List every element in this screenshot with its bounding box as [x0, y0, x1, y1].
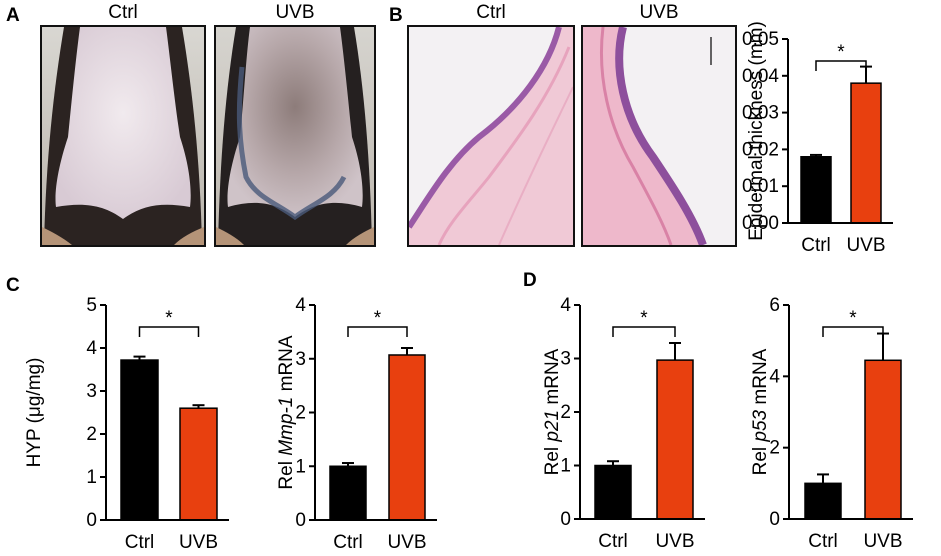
y-axis-label: Rel Mmp-1 mRNA [276, 335, 297, 489]
y-tick-label: 3 [86, 381, 97, 402]
category-label: Ctrl [125, 532, 155, 553]
significance-star: * [837, 42, 845, 63]
bar-uvb [388, 354, 426, 521]
bar-ctrl [594, 464, 632, 520]
panel-letter-b: B [389, 5, 403, 26]
significance-bracket [138, 326, 200, 337]
category-label: Ctrl [808, 531, 838, 552]
histology-image-uvb [581, 25, 737, 247]
bar-ctrl [800, 156, 832, 224]
significance-star: * [165, 308, 173, 329]
bar-ctrl [329, 465, 367, 521]
y-tick-label: 0 [560, 509, 571, 530]
bar-ctrl [120, 359, 159, 521]
bar-uvb [850, 82, 882, 224]
y-axis-label: HYP (μg/mg) [24, 358, 45, 468]
mmp1-mrna-chart: Ctrl UVB 0 1 2 3 4 Rel Mmp-1 mRNA * [276, 295, 437, 553]
y-tick-label: 5 [86, 295, 97, 316]
y-tick-label: 0.00 [742, 213, 779, 234]
y-tick-label: 2 [769, 438, 780, 459]
mouse-photo-ctrl [40, 25, 206, 247]
category-label: UVB [655, 531, 694, 552]
significance-bracket [347, 326, 408, 337]
histology-image-ctrl [407, 25, 575, 247]
y-tick-label: 0.04 [742, 66, 779, 87]
y-tick-label: 1 [295, 456, 306, 477]
photo-label-uvb: UVB [275, 2, 315, 23]
mouse-photo-uvb [214, 25, 376, 247]
significance-bracket [612, 326, 676, 337]
y-axis-label: Rel p21 mRNA [542, 348, 563, 475]
y-tick-label: 3 [295, 349, 306, 370]
significance-bracket [822, 326, 884, 337]
bar-uvb [656, 359, 694, 520]
epidermal-thickness-chart: Ctrl UVB 0.00 0.01 0.02 0.03 0.04 0.05Epidermal… [742, 21, 893, 256]
significance-star: * [374, 308, 382, 329]
y-tick-label: 0 [769, 509, 780, 530]
y-tick-label: 1 [560, 456, 571, 477]
y-tick-label: 6 [769, 295, 780, 316]
y-tick-label: 0.05 [742, 29, 779, 50]
y-tick-label: 3 [560, 349, 571, 370]
bar-uvb [179, 407, 218, 521]
category-label: Ctrl [801, 235, 831, 256]
p21-mrna-chart: Ctrl UVB 0 1 2 3 4 Rel p21 mRNA * [542, 295, 705, 552]
y-tick-label: 0 [295, 510, 306, 531]
photo-label-ctrl: Ctrl [108, 2, 138, 23]
significance-star: * [640, 308, 648, 329]
y-tick-label: 2 [560, 402, 571, 423]
y-tick-label: 0.03 [742, 103, 779, 124]
category-label: UVB [179, 532, 218, 553]
histology-label-uvb: UVB [639, 2, 679, 23]
y-tick-label: 0 [86, 510, 97, 531]
y-tick-label: 4 [769, 366, 780, 387]
y-axis-label: Epidermal thickness (mm) [746, 21, 767, 241]
y-tick-label: 4 [295, 295, 306, 316]
y-axis-label: Rel p53 mRNA [750, 348, 771, 475]
histology-label-ctrl: Ctrl [476, 2, 506, 23]
category-label: UVB [863, 531, 902, 552]
y-tick-label: 0.02 [742, 139, 779, 160]
category-label: UVB [846, 235, 885, 256]
category-label: UVB [387, 532, 426, 553]
y-tick-label: 4 [560, 295, 571, 316]
significance-star: * [849, 308, 857, 329]
y-tick-label: 1 [86, 467, 97, 488]
category-label: Ctrl [598, 531, 628, 552]
panel-letter-d: D [523, 270, 537, 291]
bar-ctrl [804, 482, 842, 520]
significance-bracket [815, 60, 867, 71]
category-label: Ctrl [333, 532, 363, 553]
hyp-chart: Ctrl UVB 0 1 2 3 4 5 HYP (μg/mg) * [24, 295, 229, 553]
y-tick-label: 2 [295, 403, 306, 424]
p53-mrna-chart: Ctrl UVB 0 2 4 6 Rel p53 mRNA * [750, 295, 913, 552]
bar-uvb [864, 359, 902, 520]
y-tick-label: 0.01 [742, 176, 779, 197]
panel-letter-c: C [6, 275, 20, 296]
y-tick-label: 2 [86, 424, 97, 445]
y-tick-label: 4 [86, 338, 97, 359]
panel-letter-a: A [6, 5, 20, 26]
